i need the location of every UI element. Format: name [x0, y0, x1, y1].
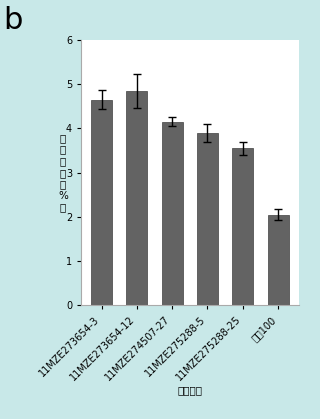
X-axis label: 品株编号: 品株编号 [177, 385, 202, 396]
Text: b: b [3, 6, 23, 35]
Bar [268, 215, 289, 305]
Bar [162, 122, 183, 305]
Bar [126, 91, 148, 305]
Bar [232, 148, 253, 305]
Bar [91, 100, 112, 305]
Y-axis label: 烟
碱
含
量
（
%
）: 烟 碱 含 量 （ % ） [58, 133, 68, 212]
Bar [197, 133, 218, 305]
